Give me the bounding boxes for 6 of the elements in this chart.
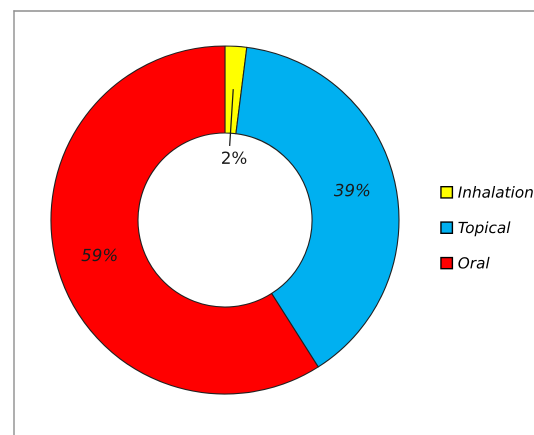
- legend-label: Topical: [458, 221, 510, 236]
- legend-label: Inhalation: [458, 186, 533, 198]
- data-label: 2%: [222, 151, 246, 164]
- legend-label: Oral: [458, 256, 490, 269]
- data-label: 59%: [81, 248, 117, 262]
- data-label: 39%: [334, 184, 370, 196]
